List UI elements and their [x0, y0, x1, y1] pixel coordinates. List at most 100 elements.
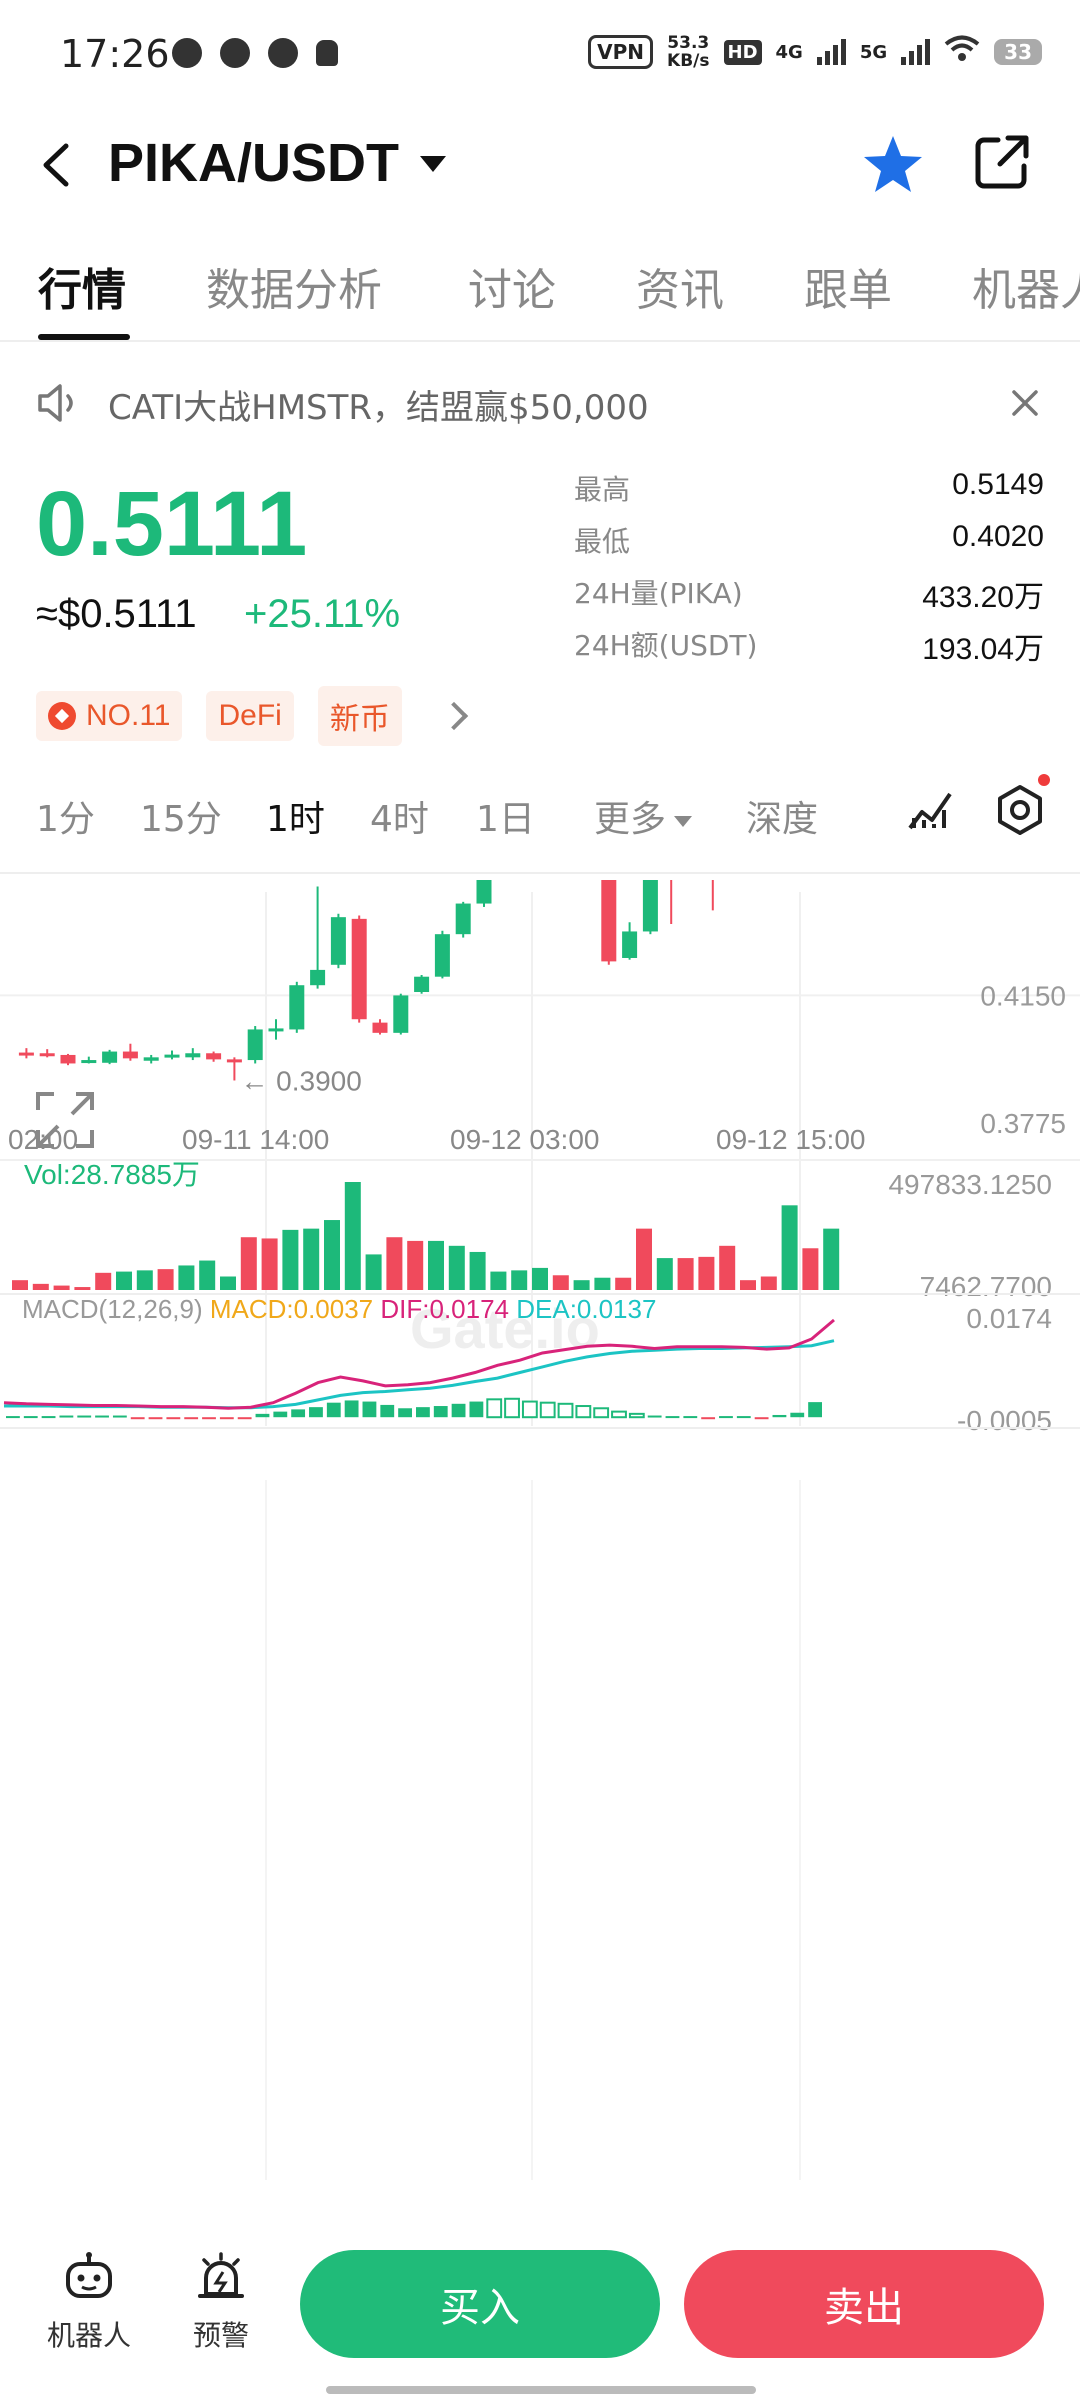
robot-label: 机器人: [46, 2319, 131, 2352]
signal-5g-icon: [901, 39, 931, 65]
volume-bar: [240, 1237, 257, 1290]
stat-24h-volume: 24H量(PIKA) 433.20万: [574, 566, 1044, 618]
new-coin-chip[interactable]: 新币: [317, 686, 402, 746]
candle-body: [434, 934, 450, 977]
volume-bar: [677, 1258, 694, 1290]
candle-body: [289, 985, 305, 1030]
tab-market[interactable]: 行情: [38, 265, 126, 316]
usd-price: ≈$0.5111: [36, 592, 197, 636]
settings-icon[interactable]: [994, 784, 1046, 836]
volume-bar: [448, 1245, 465, 1290]
candle-body: [455, 903, 471, 935]
candle-body: [414, 976, 430, 993]
wechat-icon: [220, 38, 250, 68]
candle-body: [372, 1022, 388, 1033]
speed-value: 53.3: [667, 33, 710, 53]
macd-hist-bar: [665, 1416, 680, 1419]
candle-body: [164, 1054, 180, 1058]
defi-chip[interactable]: DeFi: [206, 691, 294, 741]
volume-bar: [136, 1270, 153, 1290]
chevron-right-icon[interactable]: [439, 701, 468, 731]
macd-hist-bar: [451, 1403, 466, 1418]
indicator-icon[interactable]: [906, 784, 954, 832]
battery-icon: 33: [994, 39, 1042, 65]
rank-chip[interactable]: NO.11: [36, 691, 183, 741]
volume-panel: Vol:28.7885万 497833.1250 7462.7700: [0, 1159, 1080, 1302]
macd-hist-bar: [166, 1417, 181, 1420]
macd-hist-bar: [291, 1409, 306, 1418]
macd-params: MACD(12,26,9): [22, 1294, 210, 1324]
announcement-text[interactable]: CATI大战HMSTR，结盟赢$50,000: [108, 388, 649, 428]
fullscreen-icon[interactable]: [36, 1092, 94, 1148]
interval-selector: 1分 15分 1时 4时 1日 更多 深度: [0, 774, 1080, 874]
volume-bar: [719, 1245, 736, 1290]
macd-hist-bar: [59, 1415, 74, 1418]
back-arrow-icon[interactable]: [36, 140, 76, 190]
tab-bot[interactable]: 机器人: [972, 265, 1080, 316]
alert-button[interactable]: 预警: [166, 2250, 276, 2354]
status-right: VPN 53.3 KB/s HD 4G 5G 33: [588, 34, 1042, 70]
interval-4h[interactable]: 4时: [370, 799, 429, 840]
volume-bar: [303, 1228, 320, 1290]
dif-line: [3, 1318, 835, 1410]
interval-more[interactable]: 更多: [594, 790, 693, 842]
macd-hist-bar: [202, 1417, 216, 1420]
volume-bar: [386, 1237, 403, 1290]
volume-max-label: 497833.1250: [888, 1169, 1052, 1200]
rank-label: NO.11: [86, 699, 171, 732]
volume-bar: [344, 1182, 361, 1290]
interval-15m[interactable]: 15分: [140, 799, 222, 840]
macd-hist-bar: [628, 1412, 645, 1419]
close-icon[interactable]: [1010, 388, 1040, 418]
sell-button[interactable]: 卖出: [684, 2250, 1044, 2358]
caret-down-icon: [674, 815, 693, 827]
home-indicator[interactable]: [326, 2386, 756, 2394]
signal-5g-label: 5G: [859, 41, 888, 63]
bell-icon: [316, 40, 338, 66]
macd-hist-bar: [575, 1405, 592, 1419]
robot-button[interactable]: 机器人: [34, 2250, 144, 2354]
interval-1h[interactable]: 1时: [266, 799, 325, 840]
tab-copy-trading[interactable]: 跟单: [804, 265, 892, 316]
volume-bar: [615, 1277, 632, 1290]
macd-hist-bar: [380, 1404, 395, 1418]
qq-icon: [172, 38, 202, 68]
volume-bar: [324, 1220, 340, 1290]
share-icon[interactable]: [972, 132, 1032, 192]
candles: [18, 880, 714, 1081]
volume-bar: [407, 1240, 424, 1290]
macd-value: MACD:0.0037: [210, 1294, 381, 1324]
x-tick-label: 09-12 03:00: [450, 1124, 599, 1155]
favorite-star-icon[interactable]: [860, 132, 926, 198]
tag-chips: NO.11 DeFi 新币: [36, 686, 468, 746]
tab-discussion[interactable]: 讨论: [468, 265, 556, 316]
buy-button[interactable]: 买入: [300, 2250, 660, 2358]
pair-title[interactable]: PIKA/USDT: [108, 133, 400, 193]
tab-news[interactable]: 资讯: [636, 265, 724, 316]
stat-value: 193.04万: [922, 633, 1044, 666]
depth-tab[interactable]: 深度: [746, 799, 819, 840]
announcement-bar[interactable]: CATI大战HMSTR，结盟赢$50,000: [0, 368, 1080, 438]
active-tab-indicator: [38, 334, 130, 340]
macd-hist-bar: [521, 1400, 538, 1419]
volume-bar: [428, 1240, 444, 1290]
volume-bar: [178, 1265, 195, 1290]
app-notification-icon: [268, 38, 298, 68]
candle-body: [247, 1029, 263, 1061]
macd-hist-bar: [701, 1417, 716, 1420]
pair-dropdown-icon[interactable]: [420, 156, 446, 172]
y-tick-label: 0.4525: [980, 880, 1066, 884]
volume-bar: [74, 1287, 91, 1290]
tab-data-analysis[interactable]: 数据分析: [206, 265, 382, 316]
volume-bar: [261, 1238, 278, 1290]
hd-badge: HD: [723, 39, 762, 65]
volume-bar: [656, 1258, 673, 1290]
volume-label: Vol:28.7885万: [24, 1159, 200, 1190]
volume-bar: [823, 1228, 840, 1290]
candle-body: [206, 1053, 222, 1060]
interval-1d[interactable]: 1日: [476, 799, 535, 840]
interval-1m[interactable]: 1分: [36, 799, 95, 840]
macd-hist-bar: [130, 1417, 145, 1420]
